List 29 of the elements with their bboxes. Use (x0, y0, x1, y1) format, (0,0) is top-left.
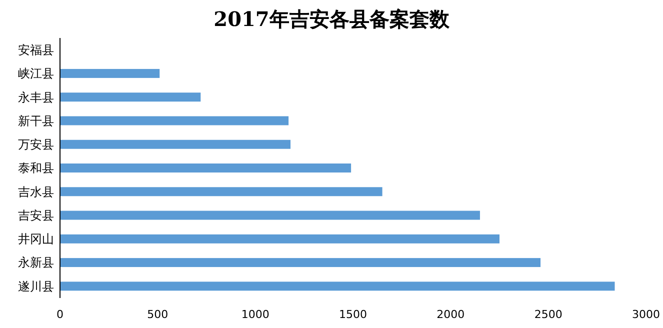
x-tick-label: 2000 (436, 308, 465, 321)
y-tick-label: 遂川县 (18, 279, 54, 294)
y-tick-label: 安福县 (18, 43, 54, 58)
y-tick-label: 永丰县 (18, 90, 54, 104)
bar (60, 210, 480, 220)
x-tick-label: 1000 (241, 308, 270, 321)
bar (60, 258, 541, 268)
y-tick-label: 新干县 (18, 114, 54, 128)
bar (60, 234, 500, 244)
bar (60, 92, 201, 102)
y-tick-label: 吉水县 (18, 184, 54, 199)
y-tick-label: 吉安县 (18, 208, 54, 222)
x-tick-label: 500 (147, 308, 168, 321)
x-tick-label: 2500 (534, 308, 562, 321)
bar (60, 140, 290, 149)
y-tick-label: 泰和县 (18, 161, 54, 176)
bar (60, 187, 382, 196)
bar (60, 68, 160, 78)
bar (60, 116, 289, 126)
y-tick-label: 井冈山 (18, 232, 54, 246)
y-tick-label: 峡江县 (18, 66, 54, 81)
bar (60, 282, 615, 291)
x-tick-label: 0 (56, 308, 64, 321)
x-tick-label: 1500 (339, 308, 367, 321)
y-tick-label: 永新县 (18, 256, 54, 270)
x-tick-label: 3000 (632, 308, 660, 321)
bar (60, 164, 352, 172)
chart-title: 2017年吉安各县备案套数 (214, 7, 450, 31)
y-tick-label: 万安县 (18, 138, 54, 152)
